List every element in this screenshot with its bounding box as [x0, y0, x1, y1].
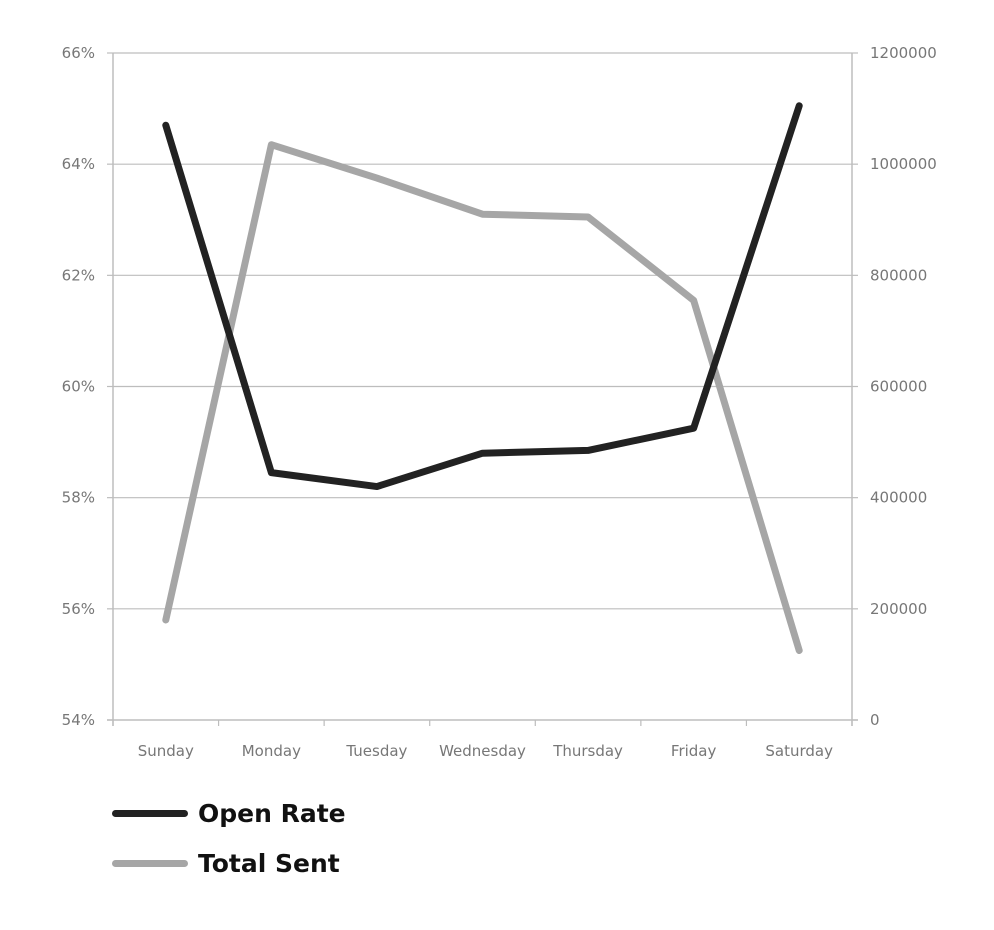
legend-swatch-open-rate [112, 809, 188, 817]
left-tick-label: 60% [62, 378, 95, 396]
left-tick-label: 64% [62, 155, 95, 173]
left-tick-label: 54% [62, 711, 95, 729]
right-tick-label: 800000 [870, 266, 927, 284]
gridlines [107, 52, 858, 726]
x-tick-label: Wednesday [439, 742, 526, 760]
right-tick-label: 1000000 [870, 155, 937, 173]
left-tick-label: 56% [62, 600, 95, 618]
x-tick-label: Saturday [765, 742, 833, 760]
x-tick-label: Sunday [138, 742, 194, 760]
right-tick-label: 400000 [870, 489, 927, 507]
legend-item-open-rate: Open Rate [112, 788, 346, 838]
left-tick-label: 66% [62, 44, 95, 62]
legend-swatch-total-sent [112, 859, 188, 867]
legend: Open Rate Total Sent [112, 788, 346, 888]
right-tick-label: 200000 [870, 600, 927, 618]
left-tick-label: 62% [62, 266, 95, 284]
x-axis-tick-labels: Sunday Monday Tuesday Wednesday Thursday Frid… [138, 742, 833, 760]
right-axis-tick-labels: 0 200000 400000 600000 800000 1000000 1200000 [870, 44, 937, 729]
x-tick-label: Tuesday [345, 742, 407, 760]
left-axis-tick-labels: 54% 56% 58% 60% 62% 64% 66% [62, 44, 95, 729]
x-tick-label: Friday [671, 742, 717, 760]
legend-label-open-rate: Open Rate [198, 798, 346, 828]
right-tick-label: 0 [870, 711, 880, 729]
series-lines [162, 102, 803, 655]
right-tick-label: 600000 [870, 378, 927, 396]
x-tick-label: Thursday [552, 742, 623, 760]
chart: 54% 56% 58% 60% 62% 64% 66% 0 200000 400000 60000… [62, 44, 937, 760]
legend-item-total-sent: Total Sent [112, 838, 346, 888]
x-tick-label: Monday [242, 742, 301, 760]
legend-label-total-sent: Total Sent [198, 848, 340, 878]
right-tick-label: 1200000 [870, 44, 937, 62]
series-line-open-rate [162, 102, 803, 491]
left-tick-label: 58% [62, 489, 95, 507]
